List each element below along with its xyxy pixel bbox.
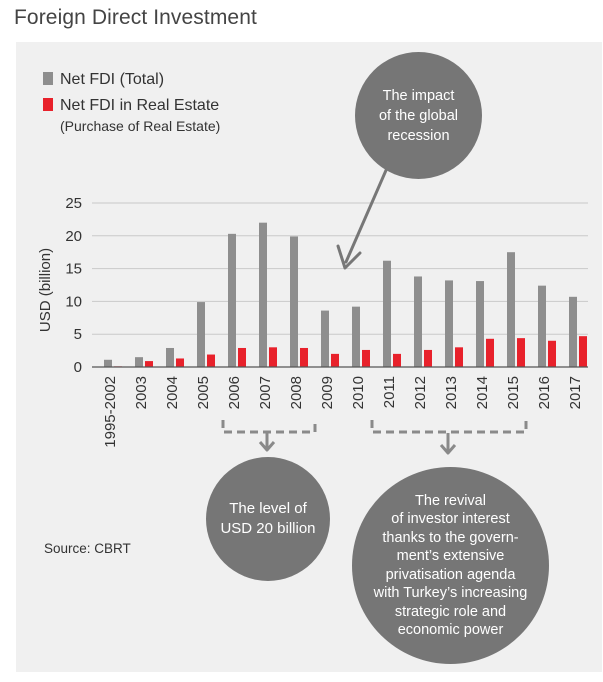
bar-real-estate: [331, 353, 339, 367]
bar-total: [166, 347, 174, 367]
bar-real-estate: [579, 336, 587, 367]
x-tick-label: 2006: [226, 376, 243, 409]
x-tick-label: 2014: [474, 376, 491, 409]
x-tick-label: 2008: [288, 376, 305, 409]
bar-total: [290, 236, 298, 367]
x-tick-label: 2003: [133, 376, 150, 409]
x-tick-label: 2016: [536, 376, 553, 409]
y-axis-label: USD (billion): [37, 248, 54, 332]
bar-total: [414, 276, 422, 367]
legend-label-total: Net FDI (Total): [60, 71, 164, 88]
bar-total: [445, 280, 453, 367]
bar-total: [104, 359, 112, 367]
recession-arrow: [336, 166, 389, 270]
bar-total: [507, 252, 515, 367]
bar-real-estate: [207, 354, 215, 367]
bar-total: [352, 306, 360, 367]
bracket-2006-2008: [221, 420, 317, 452]
bar-total: [383, 260, 391, 367]
bar-real-estate: [238, 347, 246, 367]
bar-total: [321, 310, 329, 367]
legend-swatch-real-estate: [43, 98, 53, 111]
legend-label-real-estate: Net FDI in Real Estate: [60, 97, 219, 114]
source-note: Source: CBRT: [44, 541, 131, 556]
bar-total: [228, 233, 236, 367]
bar-total: [135, 357, 143, 367]
x-tick-label: 2015: [505, 376, 522, 409]
y-tick-label: 0: [74, 359, 82, 376]
y-tick-label: 25: [65, 195, 82, 212]
bar-total: [538, 285, 546, 367]
bar-real-estate: [300, 347, 308, 367]
bar-real-estate: [393, 353, 401, 367]
legend-swatch-total: [43, 72, 53, 85]
x-tick-label: 2007: [257, 376, 274, 409]
revival-annotation-text: The revival of investor interest thanks …: [373, 492, 528, 639]
x-tick-label: 2013: [443, 376, 460, 409]
legend-sublabel-real-estate: (Purchase of Real Estate): [60, 118, 220, 134]
bar-total: [197, 302, 205, 367]
bar-real-estate: [486, 338, 494, 367]
bar-real-estate: [548, 340, 556, 367]
bars: [104, 222, 587, 367]
recession-annotation-text: The impact of the global recession: [378, 87, 458, 144]
axes: 0 5 10 15 20 25 1995-2002 2003 2004 2005 2006 2007 2…: [65, 195, 588, 448]
bar-total: [569, 296, 577, 367]
y-tick-label: 15: [65, 261, 82, 278]
bar-real-estate: [517, 338, 525, 367]
bar-real-estate: [455, 347, 463, 367]
x-tick-label: 2017: [567, 376, 584, 409]
bar-real-estate: [176, 358, 184, 367]
level-annotation-text: The level of USD 20 billion: [220, 500, 316, 537]
bar-real-estate: [424, 349, 432, 367]
x-tick-label: 2010: [350, 376, 367, 409]
x-tick-label: 2009: [319, 376, 336, 409]
page-title: Foreign Direct Investment: [14, 6, 257, 29]
y-tick-label: 5: [74, 326, 82, 343]
revival-bubble: The revival of investor interest thanks …: [352, 467, 549, 664]
x-tick-label: 1995-2002: [102, 376, 119, 448]
bar-total: [259, 222, 267, 367]
grid-lines: [92, 202, 588, 335]
level-bubble: The level of USD 20 billion: [206, 457, 330, 581]
bar-real-estate: [362, 349, 370, 367]
bar-total: [476, 281, 484, 367]
x-tick-label: 2012: [412, 376, 429, 409]
bar-real-estate: [269, 347, 277, 367]
x-tick-label: 2005: [195, 376, 212, 409]
legend: Net FDI (Total) Net FDI in Real Estate (…: [43, 71, 220, 134]
x-tick-label: 2011: [381, 376, 398, 408]
y-tick-label: 10: [65, 293, 82, 310]
bar-real-estate: [145, 361, 153, 367]
bracket-2011-2017: [370, 420, 528, 455]
y-tick-label: 20: [65, 228, 82, 245]
x-tick-label: 2004: [164, 376, 181, 409]
recession-bubble: The impact of the global recession: [355, 52, 482, 179]
